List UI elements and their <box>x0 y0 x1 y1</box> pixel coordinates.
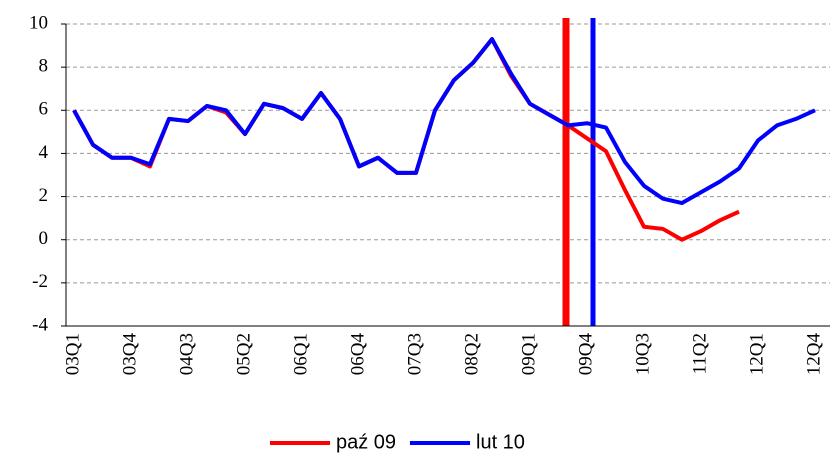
x-tick-label: 05Q2 <box>233 333 254 375</box>
y-tick-label: 10 <box>29 12 48 33</box>
x-tick-label: 06Q4 <box>347 333 368 376</box>
x-tick-label: 10Q3 <box>632 333 653 375</box>
x-tick-label: 06Q1 <box>290 333 311 375</box>
y-tick-label: 0 <box>39 228 49 249</box>
x-tick-label: 12Q1 <box>746 333 767 375</box>
x-tick-label: 09Q1 <box>518 333 539 375</box>
y-tick-label: 6 <box>39 99 49 120</box>
x-tick-label: 11Q2 <box>689 333 710 375</box>
y-tick-label: 4 <box>39 142 49 163</box>
x-tick-label: 08Q2 <box>461 333 482 375</box>
x-tick-label: 04Q3 <box>176 333 197 375</box>
x-tick-label: 09Q4 <box>575 333 596 376</box>
series-line <box>72 37 816 206</box>
legend-label: paź 09 <box>336 431 396 453</box>
series-line <box>72 37 740 242</box>
y-tick-label: -4 <box>32 314 48 335</box>
x-tick-label: 03Q4 <box>119 333 140 376</box>
y-tick-label: 8 <box>39 56 49 77</box>
x-tick-label: 12Q4 <box>803 333 824 376</box>
x-tick-label: 03Q1 <box>62 333 83 375</box>
y-tick-label: 2 <box>39 185 49 206</box>
y-tick-label: -2 <box>32 271 48 292</box>
x-tick-label: 07Q3 <box>404 333 425 375</box>
legend-label: lut 10 <box>476 431 525 453</box>
